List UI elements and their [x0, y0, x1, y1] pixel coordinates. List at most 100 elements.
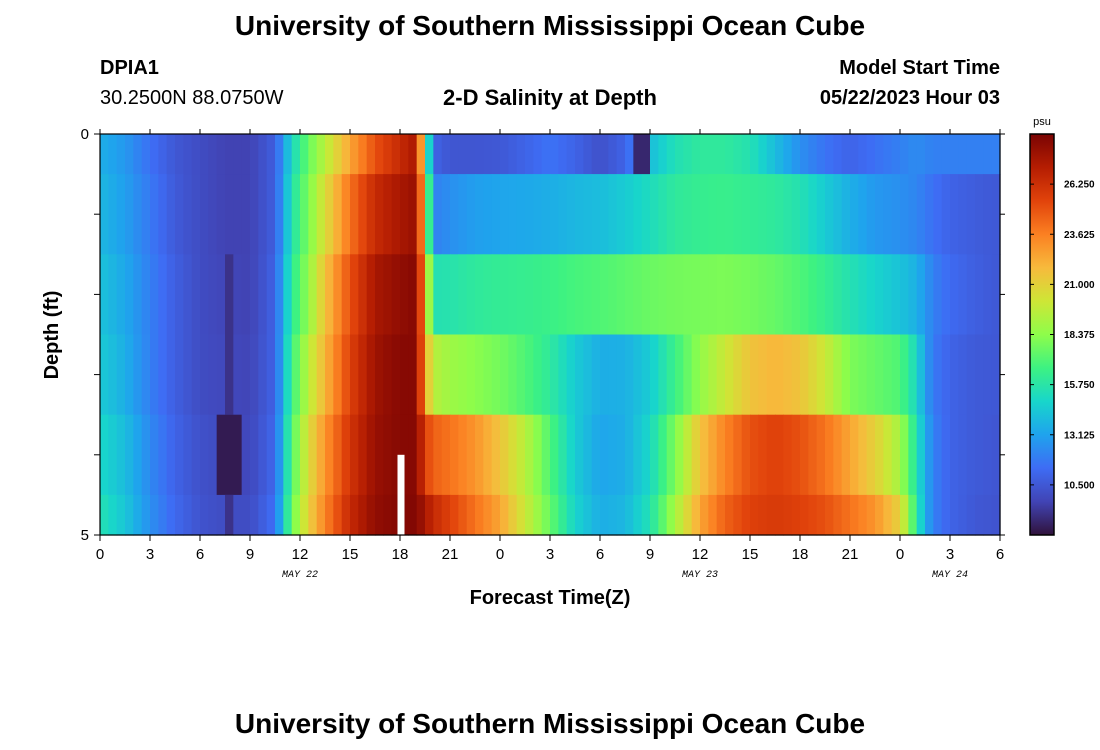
heatmap-cell [533, 134, 543, 175]
heatmap-cell [808, 174, 818, 255]
heatmap-cell [450, 134, 459, 175]
heatmap-cell [858, 494, 868, 536]
heatmap-cell [250, 174, 259, 255]
heatmap-cell [641, 254, 651, 336]
heatmap-cell [241, 134, 251, 175]
heatmap-cell [883, 254, 893, 336]
heatmap-cell [591, 494, 601, 536]
heatmap-cell [933, 134, 943, 175]
heatmap-cell [308, 334, 318, 416]
heatmap-cell [508, 134, 518, 175]
heatmap-cell [725, 334, 734, 416]
heatmap-cell [841, 174, 851, 255]
heatmap-cell [966, 334, 976, 416]
heatmap-cell [650, 174, 659, 255]
heatmap-cell [641, 494, 651, 536]
heatmap-cell [850, 334, 859, 416]
heatmap-cell [166, 254, 176, 336]
x-axis: 0 3 6 9 12 15 18 21 0 3 6 9 12 15 18 21 0 3 6 [96, 129, 1004, 563]
heatmap-cell [733, 174, 743, 255]
heatmap-cell [166, 414, 176, 496]
heatmap-cell [341, 334, 351, 416]
heatmap-cell [608, 414, 618, 496]
heatmap-cell [300, 134, 309, 175]
heatmap-cell [716, 134, 726, 175]
heatmap-cell [125, 254, 134, 336]
heatmap-cell [733, 134, 743, 175]
heatmap-cell [616, 494, 626, 536]
heatmap-cell [225, 134, 234, 175]
heatmap-cell [108, 254, 118, 336]
heatmap-cell [483, 414, 493, 496]
heatmap-cell [350, 494, 359, 536]
heatmap-cell [700, 254, 709, 336]
heatmap-cell [333, 254, 343, 336]
heatmap-cell [933, 254, 943, 336]
colorbar-tick-label: 23.625 [1064, 230, 1095, 241]
x-tick-label: 12 [692, 546, 709, 563]
heatmap-cell [775, 334, 784, 416]
heatmap-cell [541, 174, 551, 255]
heatmap-cell [825, 334, 834, 416]
heatmap-cell [108, 134, 118, 175]
heatmap-cell [700, 174, 709, 255]
heatmap-cell [775, 494, 784, 536]
heatmap-cell [716, 494, 726, 536]
heatmap-cell [891, 134, 901, 175]
heatmap-cell [816, 254, 826, 336]
model-start-time: 05/22/2023 Hour 03 [819, 87, 1000, 109]
heatmap-cell [316, 254, 326, 336]
heatmap-cell [366, 254, 376, 336]
heatmap-cell [958, 254, 968, 336]
heatmap-cell [383, 134, 393, 175]
heatmap-cell [650, 134, 659, 175]
heatmap-cell [150, 414, 159, 496]
heatmap-cell [541, 134, 551, 175]
heatmap-cell [208, 134, 218, 175]
heatmap-cell [575, 134, 584, 175]
x-tick-label: 15 [742, 546, 759, 563]
heatmap-cell [850, 134, 859, 175]
heatmap-cell [975, 254, 984, 336]
heatmap-cell [941, 134, 951, 175]
heatmap-cell [116, 494, 126, 536]
heatmap-cell [875, 134, 884, 175]
heatmap-cell [158, 494, 168, 536]
heatmap-cell [633, 254, 643, 336]
heatmap-cell [208, 254, 218, 336]
colorbar-units: psu [1033, 116, 1051, 128]
heatmap-cell [508, 254, 518, 336]
heatmap-cell [533, 334, 543, 416]
heatmap-cell [475, 134, 484, 175]
heatmap-cell [358, 334, 368, 416]
heatmap-cell [483, 254, 493, 336]
heatmap-cell [233, 174, 243, 255]
heatmap-cell [300, 174, 309, 255]
heatmap-cell [633, 494, 643, 536]
heatmap-cell [416, 174, 426, 255]
heatmap-cell [250, 334, 259, 416]
heatmap-cell [241, 494, 251, 536]
heatmap-cell [250, 134, 259, 175]
heatmap-cell [600, 134, 609, 175]
heatmap-cell [858, 414, 868, 496]
heatmap-cell [783, 254, 793, 336]
heatmap-cell [383, 494, 393, 536]
heatmap-cell [966, 414, 976, 496]
heatmap-cell [266, 174, 276, 255]
heatmap-cell [675, 494, 684, 536]
heatmap-anomaly-cell [216, 414, 242, 495]
heatmap-cell [816, 334, 826, 416]
heatmap-cell [966, 174, 976, 255]
heatmap-cell [483, 134, 493, 175]
heatmap-cell [333, 334, 343, 416]
heatmap-cell [966, 254, 976, 336]
heatmap-cell [825, 134, 834, 175]
heatmap-cell [533, 174, 543, 255]
heatmap-cell [775, 254, 784, 336]
heatmap-cell [333, 174, 343, 255]
heatmap-cell [466, 134, 476, 175]
colorbar-tick-label: 13.125 [1064, 430, 1095, 441]
heatmap-cell [891, 254, 901, 336]
heatmap-cell [308, 254, 318, 336]
